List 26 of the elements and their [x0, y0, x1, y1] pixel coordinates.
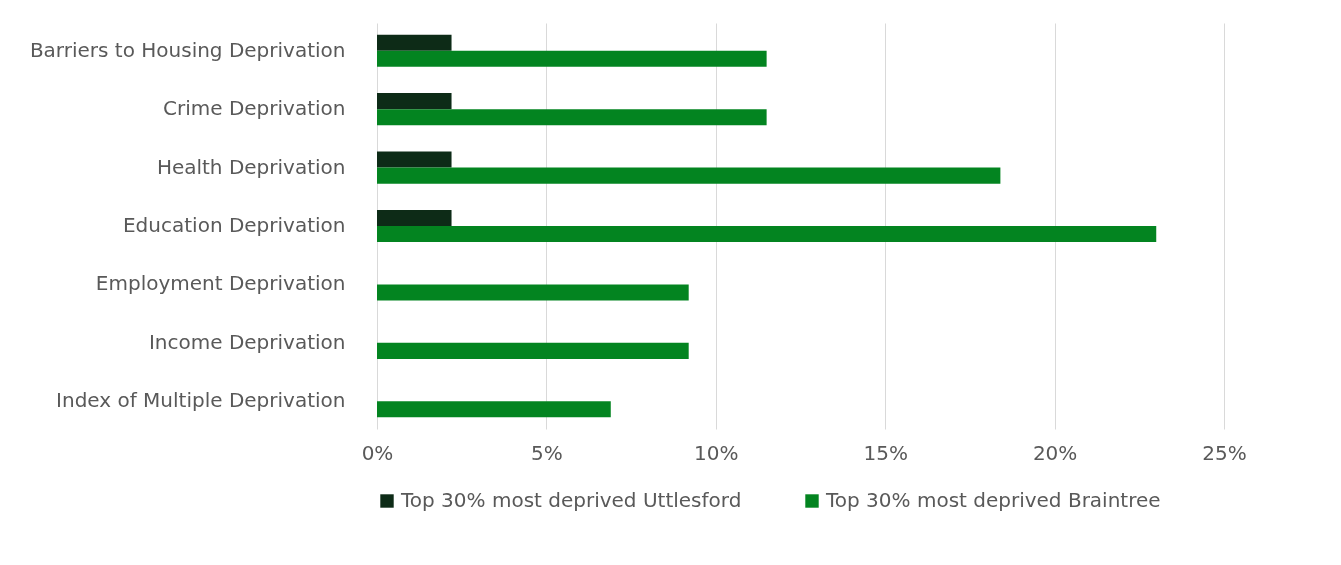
x-tick-label: 10%	[694, 440, 739, 465]
x-tick-label: 25%	[1202, 440, 1247, 465]
bar	[377, 50, 767, 67]
y-tick-label: Education Deprivation	[122, 213, 346, 237]
y-tick-label: Index of Multiple Deprivation	[56, 388, 346, 413]
legend-label: Top 30% most deprived Uttlesford	[400, 488, 742, 512]
bar	[377, 342, 689, 359]
bar	[377, 226, 1157, 243]
y-tick-label: Income Deprivation	[148, 329, 346, 354]
legend-label: Top 30% most deprived Braintree	[825, 488, 1161, 512]
y-tick-label: Crime Deprivation	[163, 96, 346, 121]
y-tick-label: Health Deprivation	[156, 154, 346, 179]
bar	[377, 151, 452, 168]
x-tick-label: 20%	[1032, 440, 1078, 465]
x-tick-label: 15%	[863, 440, 908, 465]
bar	[377, 209, 452, 226]
bar	[377, 284, 689, 301]
x-tick-label: 0%	[361, 440, 394, 465]
y-tick-label: Barriers to Housing Deprivation	[29, 37, 346, 62]
bar	[377, 93, 452, 110]
bar	[377, 167, 1001, 184]
bar	[377, 109, 767, 126]
x-tick-label: 5%	[531, 440, 563, 465]
bar	[377, 401, 611, 418]
bar	[377, 34, 452, 51]
y-tick-label: Employment Deprivation	[95, 271, 346, 296]
